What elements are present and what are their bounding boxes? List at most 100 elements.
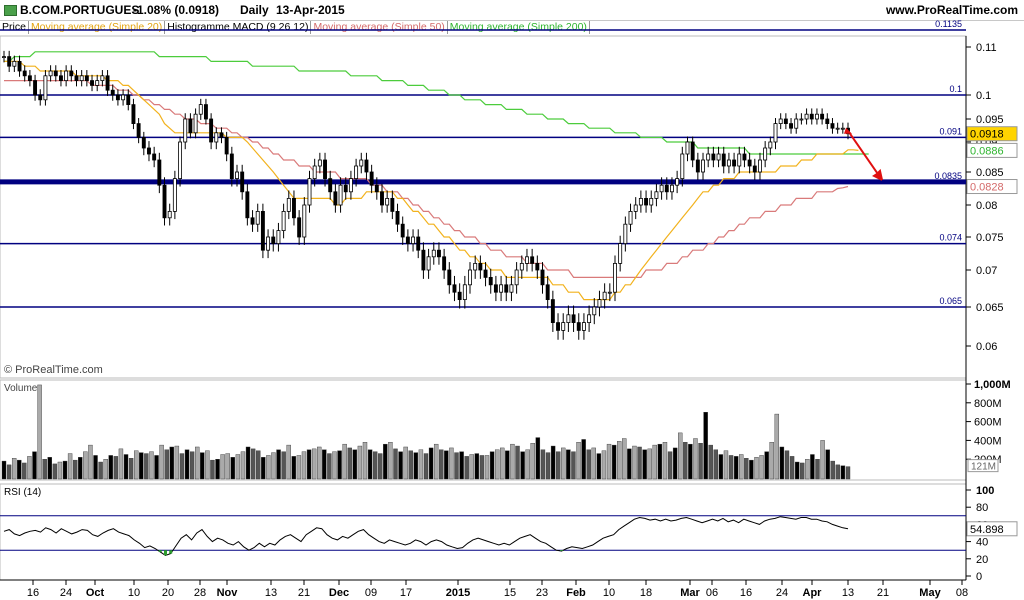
volume-bar bbox=[845, 466, 851, 480]
x-tick-label: 20 bbox=[162, 587, 174, 599]
volume-bar bbox=[535, 437, 541, 480]
candle-body bbox=[115, 94, 120, 101]
x-tick-label: 23 bbox=[536, 587, 548, 599]
candle-body bbox=[763, 147, 768, 161]
volume-bar bbox=[469, 454, 474, 480]
rsi-tick-label: 0 bbox=[976, 571, 982, 583]
volume-bar bbox=[149, 451, 154, 480]
volume-last-box bbox=[967, 459, 999, 473]
volume-bar bbox=[337, 450, 342, 480]
volume-bar bbox=[123, 454, 129, 480]
title-bar: B.COM.PORTUGUES -1.08% (0.0918) Daily 13… bbox=[0, 0, 1024, 21]
candle-body bbox=[426, 256, 431, 271]
candle-body bbox=[359, 159, 364, 167]
price-tick-label: 0.085 bbox=[976, 167, 1004, 179]
candle-body bbox=[576, 322, 581, 331]
candle-body bbox=[364, 159, 369, 173]
volume-bar bbox=[418, 449, 424, 480]
volume-bar bbox=[789, 456, 795, 480]
volume-bar bbox=[11, 458, 17, 480]
candle-body bbox=[245, 191, 250, 219]
price-tick-label: 0.1 bbox=[976, 90, 991, 102]
volume-bar bbox=[32, 451, 37, 480]
price-tick-label: 0.07 bbox=[976, 265, 997, 277]
volume-bar bbox=[332, 451, 337, 480]
chart-date: 13-Apr-2015 bbox=[276, 3, 345, 17]
volume-bar bbox=[62, 460, 68, 480]
candle-body bbox=[530, 256, 535, 264]
candle-body bbox=[499, 284, 504, 293]
volume-bar bbox=[235, 454, 241, 480]
volume-bar bbox=[840, 465, 846, 480]
volume-bar bbox=[398, 451, 403, 480]
candle-body bbox=[338, 184, 343, 206]
candle-body bbox=[260, 210, 265, 251]
candle-body bbox=[649, 197, 654, 206]
x-tick-label: Nov bbox=[217, 587, 239, 599]
arrow-tail-icon bbox=[844, 127, 852, 134]
candle-body bbox=[701, 159, 705, 173]
candle-body bbox=[100, 75, 105, 82]
candle-body bbox=[545, 284, 550, 300]
candle-body bbox=[421, 249, 426, 271]
candle-body bbox=[27, 75, 32, 82]
volume-bar bbox=[128, 458, 134, 480]
candle-body bbox=[286, 197, 291, 212]
volume-bar bbox=[210, 459, 215, 480]
volume-bar bbox=[98, 461, 103, 480]
price-change: -1.08% (0.0918) bbox=[133, 3, 220, 17]
volume-bar bbox=[489, 451, 495, 480]
volume-bar bbox=[774, 413, 780, 480]
candle-body bbox=[742, 153, 747, 161]
volume-bar bbox=[195, 446, 200, 480]
volume-title: Volume bbox=[4, 383, 38, 394]
candle-body bbox=[597, 299, 602, 308]
candle-body bbox=[395, 210, 400, 225]
candle-body bbox=[131, 104, 136, 124]
volume-bar bbox=[327, 453, 332, 480]
volume-bar bbox=[266, 455, 271, 480]
candle-body bbox=[680, 153, 685, 180]
volume-bar bbox=[347, 447, 352, 480]
rsi-tick-label: 80 bbox=[976, 502, 988, 514]
candle-body bbox=[147, 147, 151, 155]
volume-bar bbox=[754, 457, 759, 480]
volume-bar bbox=[37, 384, 42, 480]
x-tick-label: 15 bbox=[504, 587, 516, 599]
volume-bar bbox=[118, 448, 124, 480]
volume-bar bbox=[88, 444, 93, 480]
volume-bar bbox=[367, 449, 373, 480]
volume-bar bbox=[794, 461, 800, 480]
volume-bar bbox=[718, 454, 724, 480]
volume-bar bbox=[591, 447, 596, 480]
volume-bar bbox=[617, 441, 622, 480]
volume-bar bbox=[205, 450, 210, 480]
candle-body bbox=[623, 223, 628, 244]
site-url[interactable]: www.ProRealTime.com bbox=[885, 3, 1018, 17]
x-tick-label: 18 bbox=[640, 587, 652, 599]
volume-bar bbox=[428, 447, 434, 480]
candle-body bbox=[685, 141, 690, 155]
candle-body bbox=[447, 269, 452, 286]
volume-bar bbox=[245, 446, 251, 480]
candle-body bbox=[664, 184, 669, 193]
candle-body bbox=[618, 243, 623, 264]
candle-body bbox=[581, 322, 586, 331]
candle-body bbox=[442, 256, 447, 271]
volume-bar bbox=[357, 445, 363, 480]
price-tick-label: 0.11 bbox=[976, 42, 997, 54]
volume-bar bbox=[144, 453, 149, 480]
volume-bar bbox=[510, 443, 515, 480]
candle-body bbox=[457, 291, 462, 301]
candle-body bbox=[566, 314, 571, 323]
candle-body bbox=[22, 70, 27, 77]
candle-body bbox=[255, 210, 260, 225]
volume-bar bbox=[230, 457, 235, 480]
volume-bar bbox=[378, 453, 383, 480]
x-tick-label: 2015 bbox=[446, 587, 470, 599]
volume-bar bbox=[525, 449, 530, 480]
x-tick-label: 16 bbox=[27, 587, 39, 599]
candle-body bbox=[374, 184, 379, 193]
volume-bar bbox=[571, 451, 576, 480]
